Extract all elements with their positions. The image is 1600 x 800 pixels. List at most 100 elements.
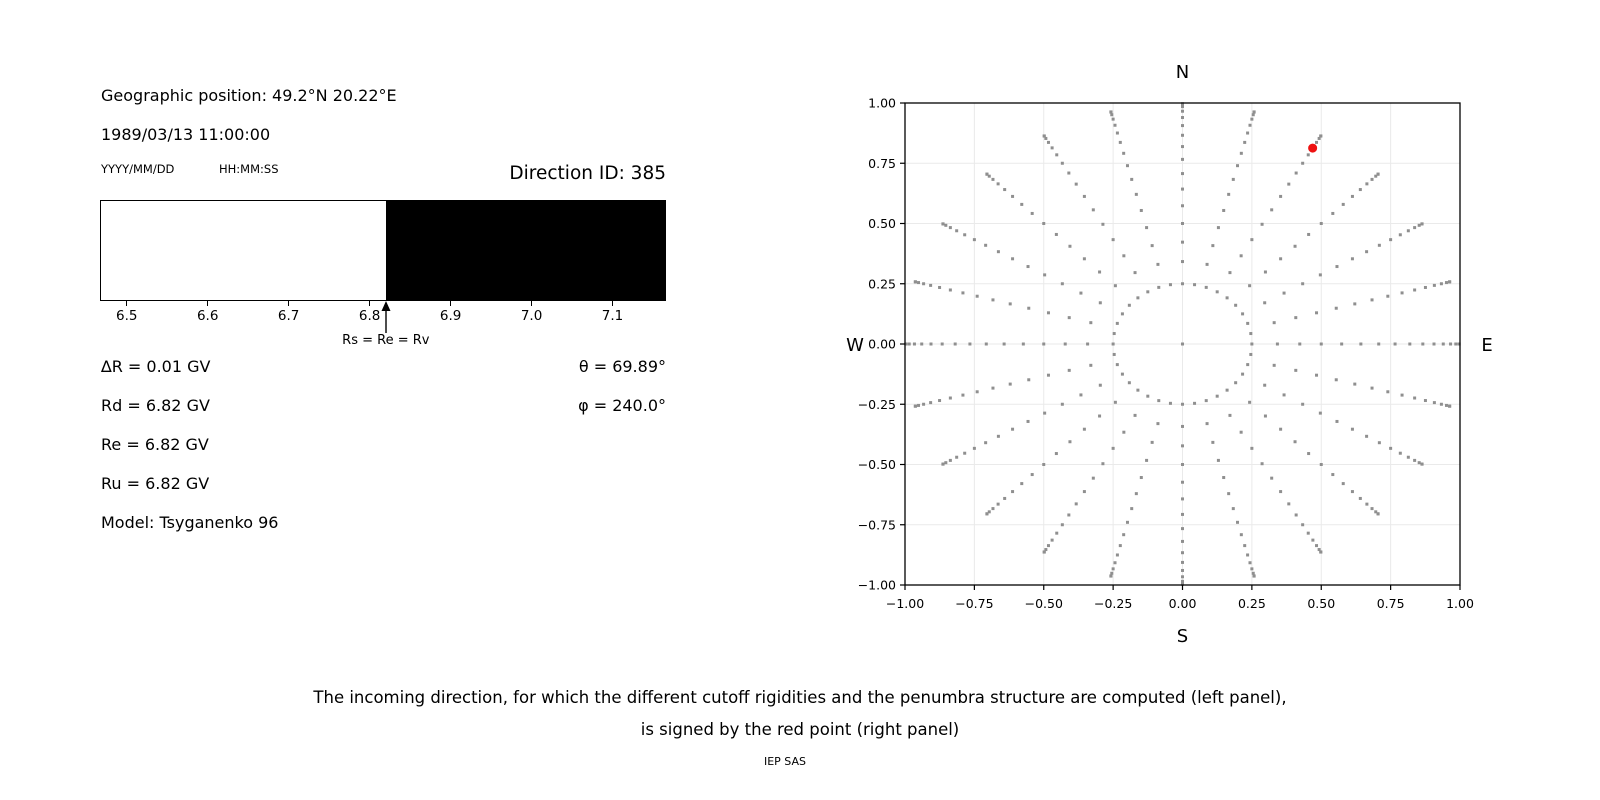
direction-dot xyxy=(1417,461,1421,465)
direction-sky-plot: −1.00 −0.75 −0.50 −0.25 0.00 0.25 0.50 0.75 1.00… xyxy=(846,62,1493,647)
direction-dot xyxy=(1307,232,1311,236)
direction-dot xyxy=(1275,342,1279,346)
direction-dot xyxy=(1225,388,1229,392)
direction-dot xyxy=(1282,291,1286,295)
penumbra-x-tick xyxy=(369,301,371,306)
direction-dot xyxy=(1011,427,1015,431)
direction-dot xyxy=(1246,321,1250,325)
direction-dot xyxy=(920,342,924,346)
direction-dot xyxy=(922,402,926,406)
date-format-label: YYYY/MM/DD xyxy=(101,162,175,176)
direction-dot xyxy=(1098,414,1102,418)
direction-dot xyxy=(1444,281,1448,285)
direction-dot xyxy=(1074,182,1078,186)
direction-dot xyxy=(1260,462,1264,466)
direction-dot xyxy=(1098,270,1102,274)
direction-dot xyxy=(1341,482,1345,486)
direction-dot xyxy=(1068,244,1072,248)
direction-dot xyxy=(1457,342,1461,346)
direction-dot xyxy=(1181,568,1184,572)
direction-dot xyxy=(1317,136,1321,140)
direction-dot xyxy=(1133,413,1137,417)
direction-dot xyxy=(1204,399,1208,403)
direction-dot xyxy=(1026,265,1030,269)
direction-dot xyxy=(1011,194,1015,198)
direction-dot xyxy=(985,512,989,516)
compass-label-west: W xyxy=(846,335,864,356)
direction-dot xyxy=(1365,250,1369,254)
direction-dot xyxy=(948,288,952,292)
direction-dot xyxy=(1091,476,1095,480)
direction-dot xyxy=(1353,382,1357,386)
penumbra-x-tick xyxy=(126,301,128,306)
direction-dot xyxy=(1082,427,1086,431)
direction-dot xyxy=(1250,238,1254,242)
direction-dot xyxy=(1101,222,1105,226)
compass-label-east: E xyxy=(1481,335,1492,356)
direction-dot xyxy=(1042,342,1046,346)
direction-dot xyxy=(1228,413,1232,417)
direction-dot xyxy=(1420,462,1424,466)
direction-dot xyxy=(1279,194,1283,198)
y-tick-label: 1.00 xyxy=(868,96,896,111)
direction-dot xyxy=(1112,332,1116,336)
direction-dot xyxy=(1448,280,1452,284)
direction-dot xyxy=(1239,254,1243,258)
direction-dot xyxy=(1181,124,1184,128)
direction-dot xyxy=(1003,496,1007,500)
direction-dot xyxy=(955,455,959,459)
direction-dot xyxy=(1417,223,1421,227)
direction-dot xyxy=(1294,171,1298,175)
direction-dot xyxy=(1365,502,1369,506)
x-tick-label: 0.75 xyxy=(1377,596,1405,611)
direction-dot xyxy=(1205,262,1209,266)
direction-dot xyxy=(1122,533,1126,537)
direction-dot xyxy=(1068,440,1072,444)
direction-dot xyxy=(1248,123,1252,127)
rs-marker-arrow-icon xyxy=(381,301,391,333)
direction-dot xyxy=(1098,383,1102,387)
direction-dot xyxy=(1193,401,1197,405)
direction-dot xyxy=(1136,296,1140,300)
direction-dot xyxy=(1319,463,1323,466)
direction-dot xyxy=(1127,381,1131,385)
penumbra-x-tick-label: 6.8 xyxy=(358,308,381,324)
direction-dot xyxy=(913,404,917,408)
direction-dot xyxy=(1101,462,1105,466)
direction-dot xyxy=(1370,298,1374,302)
rs-marker-label: Rs = Re = Rv xyxy=(342,333,430,348)
direction-dot xyxy=(1054,452,1058,456)
direction-dot xyxy=(1008,382,1012,386)
direction-dot xyxy=(1319,550,1323,554)
direction-dot xyxy=(1306,531,1310,535)
direction-dot xyxy=(1236,164,1240,168)
direction-dot xyxy=(1181,102,1184,106)
direction-dot xyxy=(1248,400,1252,404)
direction-dot xyxy=(1050,538,1054,542)
direction-dot xyxy=(1335,265,1339,269)
caption-line-1: The incoming direction, for which the di… xyxy=(313,688,1287,707)
direction-dot xyxy=(1181,260,1184,264)
direction-dot xyxy=(1098,301,1102,305)
direction-dot xyxy=(1157,285,1161,289)
direction-dot xyxy=(1413,288,1417,292)
direction-dot xyxy=(1250,342,1254,346)
direction-dot xyxy=(1365,434,1369,438)
direction-dot xyxy=(1181,222,1184,225)
direction-dot xyxy=(1400,291,1404,295)
direction-dot xyxy=(1279,490,1283,494)
direction-dot xyxy=(1181,463,1184,466)
direction-dot xyxy=(1146,394,1150,398)
direction-dot xyxy=(1239,533,1243,537)
direction-dot xyxy=(1386,390,1390,394)
penumbra-x-tick-label: 6.7 xyxy=(277,308,300,324)
direction-dot xyxy=(984,243,988,247)
direction-dot xyxy=(1400,393,1404,397)
direction-dot xyxy=(1231,177,1235,181)
penumbra-x-tick-label: 6.9 xyxy=(439,308,462,324)
direction-dot xyxy=(1181,579,1184,583)
time-format-label: HH:MM:SS xyxy=(219,162,279,176)
direction-dot xyxy=(1319,134,1323,138)
direction-dot xyxy=(1181,109,1184,113)
